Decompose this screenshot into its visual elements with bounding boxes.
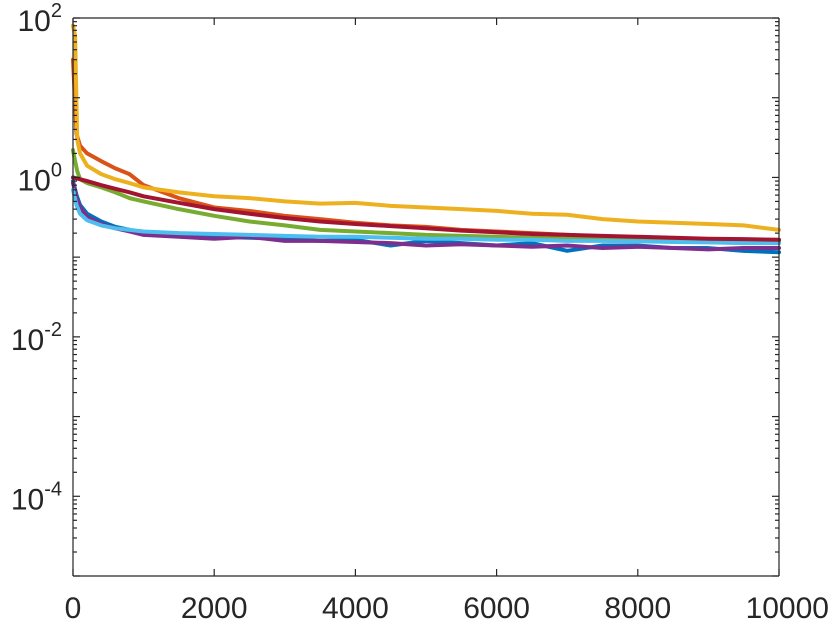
series-line-6 (71, 187, 781, 246)
x-tick-label: 6000 (463, 592, 530, 625)
y-tick-label: 10-4 (11, 478, 62, 516)
x-tick-label: 10000 (746, 592, 829, 625)
x-tick-label: 2000 (181, 592, 248, 625)
plot-area (73, 18, 779, 576)
series-line-3 (71, 23, 781, 232)
y-tick-label: 102 (18, 0, 63, 38)
series-line-7 (71, 175, 781, 242)
x-tick-label: 4000 (322, 592, 389, 625)
labels-layer: 0 2000 4000 6000 8000 10000 102 100 10-2 10-4 (11, 0, 829, 625)
y-tick-label: 100 (18, 159, 63, 197)
x-tick-label: 8000 (604, 592, 671, 625)
series-layer (71, 23, 781, 255)
x-tick-label: 0 (65, 592, 82, 625)
axes-layer (72, 17, 780, 577)
y-tick-label: 10-2 (11, 319, 62, 357)
ticks-layer (72, 17, 780, 577)
